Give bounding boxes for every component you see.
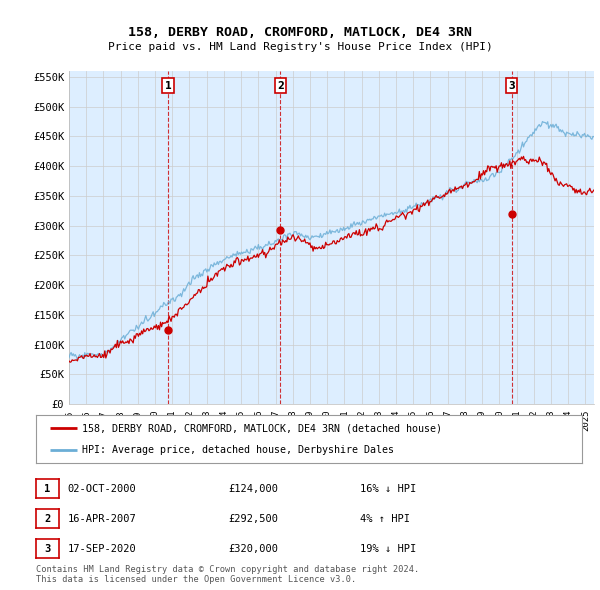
Text: 1: 1 (44, 484, 50, 493)
Text: £320,000: £320,000 (228, 544, 278, 553)
Text: HPI: Average price, detached house, Derbyshire Dales: HPI: Average price, detached house, Derb… (82, 445, 394, 455)
Text: £292,500: £292,500 (228, 514, 278, 523)
Text: 2: 2 (44, 514, 50, 523)
Text: 16-APR-2007: 16-APR-2007 (68, 514, 137, 523)
Text: Contains HM Land Registry data © Crown copyright and database right 2024.
This d: Contains HM Land Registry data © Crown c… (36, 565, 419, 584)
Text: 02-OCT-2000: 02-OCT-2000 (68, 484, 137, 493)
Text: 4% ↑ HPI: 4% ↑ HPI (360, 514, 410, 523)
Text: Price paid vs. HM Land Registry's House Price Index (HPI): Price paid vs. HM Land Registry's House … (107, 42, 493, 52)
Text: 2: 2 (277, 81, 284, 91)
Text: 19% ↓ HPI: 19% ↓ HPI (360, 544, 416, 553)
Text: 3: 3 (508, 81, 515, 91)
Text: 3: 3 (44, 544, 50, 553)
Text: 16% ↓ HPI: 16% ↓ HPI (360, 484, 416, 493)
Text: 158, DERBY ROAD, CROMFORD, MATLOCK, DE4 3RN (detached house): 158, DERBY ROAD, CROMFORD, MATLOCK, DE4 … (82, 423, 442, 433)
Text: 17-SEP-2020: 17-SEP-2020 (68, 544, 137, 553)
Text: £124,000: £124,000 (228, 484, 278, 493)
Text: 1: 1 (164, 81, 172, 91)
Text: 158, DERBY ROAD, CROMFORD, MATLOCK, DE4 3RN: 158, DERBY ROAD, CROMFORD, MATLOCK, DE4 … (128, 26, 472, 39)
